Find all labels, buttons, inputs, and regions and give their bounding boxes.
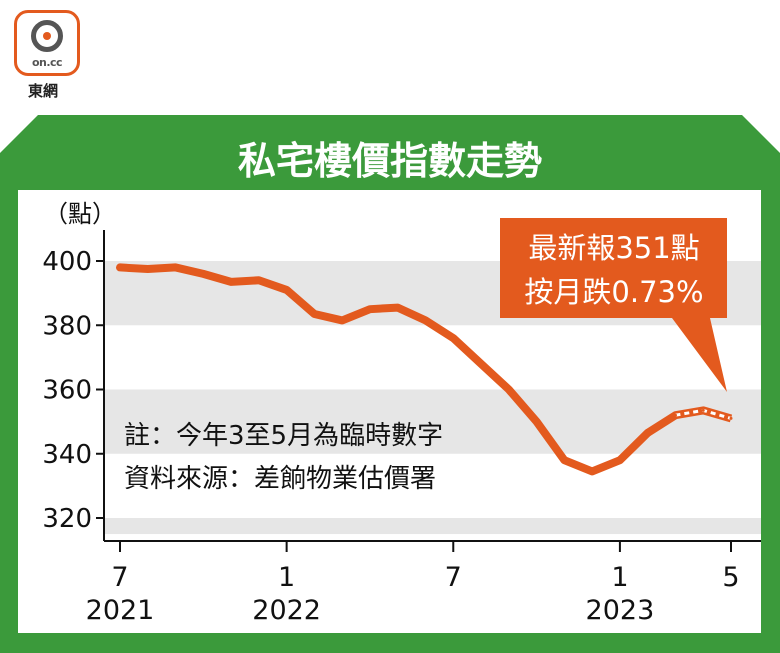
- data-point: [118, 265, 122, 269]
- y-axis-label: （點）: [44, 200, 116, 228]
- callout-line2: 按月跌0.73%: [524, 275, 703, 309]
- footnote-source: 資料來源：差餉物業估價署: [124, 464, 436, 494]
- x-tick-label-month: 1: [278, 562, 295, 593]
- y-tick-label: 320: [42, 504, 92, 534]
- callout-box: [500, 218, 727, 392]
- data-point: [201, 272, 205, 276]
- data-point: [174, 265, 178, 269]
- data-point: [562, 458, 566, 462]
- data-point: [590, 469, 594, 473]
- chart-title: 私宅樓價指數走勢: [238, 139, 542, 183]
- data-point: [646, 431, 650, 435]
- data-point: [396, 306, 400, 310]
- y-tick-label: 380: [42, 311, 92, 341]
- grid-band: [104, 389, 761, 454]
- data-point: [285, 288, 289, 292]
- grid-band: [104, 518, 761, 535]
- x-tick-label-year: 2022: [252, 595, 321, 626]
- series-line: [116, 263, 652, 476]
- data-point: [701, 408, 705, 412]
- x-tick-label-month: 1: [611, 562, 628, 593]
- brand-caption: 東網: [28, 82, 59, 100]
- data-point: [451, 336, 455, 340]
- data-point: [673, 413, 677, 417]
- x-tick-label-month: 5: [722, 562, 739, 593]
- footnote-provisional: 註：今年3至5月為臨時數字: [124, 421, 443, 451]
- logo-text: on.cc: [31, 56, 63, 69]
- data-point: [618, 458, 622, 462]
- callout-line1: 最新報351點: [528, 231, 699, 265]
- data-point: [312, 312, 316, 316]
- y-tick-label: 400: [42, 247, 92, 277]
- data-point: [479, 362, 483, 366]
- x-tick-label-year: 2023: [586, 595, 655, 626]
- data-point: [368, 307, 372, 311]
- y-tick-label: 340: [42, 440, 92, 470]
- series-line-provisional: [645, 406, 733, 437]
- data-point: [424, 318, 427, 322]
- data-point: [507, 388, 511, 391]
- data-point: [340, 318, 344, 322]
- data-point: [146, 267, 150, 271]
- x-tick-label-month: 7: [111, 562, 128, 593]
- y-tick-label: 360: [42, 376, 92, 406]
- data-point: [229, 280, 233, 284]
- logo-ring-icon: [31, 20, 63, 52]
- data-point: [729, 416, 733, 420]
- x-tick-label-year: 2021: [86, 595, 155, 626]
- data-point: [535, 420, 539, 424]
- data-point: [257, 278, 261, 282]
- oncc-logo: on.cc: [14, 10, 80, 76]
- x-tick-label-month: 7: [445, 562, 462, 593]
